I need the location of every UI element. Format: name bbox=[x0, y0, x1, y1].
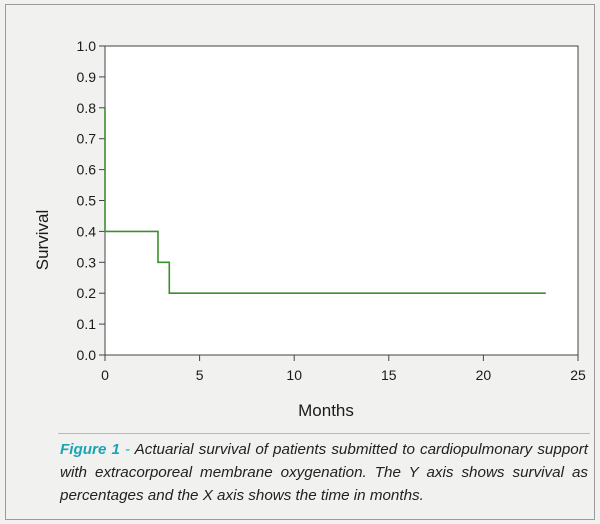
y-tick-label: 0.8 bbox=[77, 100, 97, 116]
x-tick-label: 20 bbox=[476, 367, 492, 383]
y-tick-label: 0.1 bbox=[77, 316, 97, 332]
x-axis-label: Months bbox=[298, 401, 354, 420]
figure-caption: Figure 1 - Actuarial survival of patient… bbox=[60, 438, 588, 507]
y-tick-label: 0.0 bbox=[77, 347, 97, 363]
plot-area bbox=[104, 45, 579, 356]
y-tick-label: 1.0 bbox=[77, 38, 97, 54]
caption-text: Actuarial survival of patients submitted… bbox=[60, 441, 588, 504]
y-tick-label: 0.3 bbox=[77, 254, 97, 270]
x-tick-label: 0 bbox=[101, 367, 109, 383]
survival-chart: 0.0 0.1 0.2 0.3 0.4 0.5 0.6 0.7 0.8 0.9 1.0 0 5 10 15… bbox=[33, 38, 586, 420]
y-tick-label: 0.2 bbox=[77, 285, 97, 301]
survival-curve bbox=[104, 107, 546, 295]
x-tick-label: 5 bbox=[196, 367, 204, 383]
caption-separator: - bbox=[119, 441, 135, 458]
y-tick-label: 0.6 bbox=[77, 162, 97, 178]
y-tick-label: 0.5 bbox=[77, 193, 97, 209]
caption-divider bbox=[58, 433, 590, 434]
x-tick-label: 15 bbox=[381, 367, 397, 383]
x-tick-label: 10 bbox=[286, 367, 302, 383]
caption-label: Figure 1 bbox=[60, 441, 120, 458]
y-axis-label: Survival bbox=[33, 210, 52, 270]
y-tick-label: 0.7 bbox=[77, 131, 97, 147]
x-axis: 0 5 10 15 20 25 bbox=[101, 355, 586, 383]
x-tick-label: 25 bbox=[570, 367, 586, 383]
y-tick-label: 0.4 bbox=[77, 223, 97, 239]
y-axis: 0.0 0.1 0.2 0.3 0.4 0.5 0.6 0.7 0.8 0.9 1.0 bbox=[77, 38, 105, 363]
y-tick-label: 0.9 bbox=[77, 69, 97, 85]
series-layer bbox=[104, 107, 546, 295]
